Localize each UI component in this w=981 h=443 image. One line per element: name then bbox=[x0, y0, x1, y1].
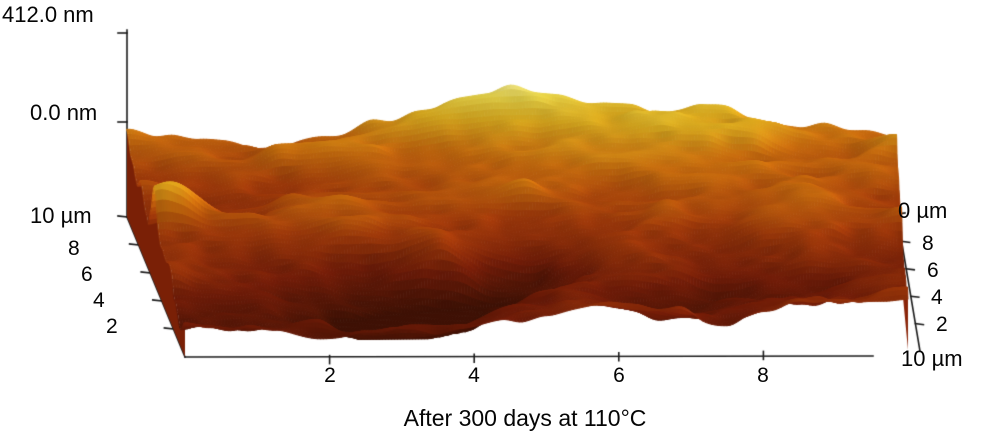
left-axis-tick-6: 6 bbox=[81, 263, 93, 286]
right-axis-top-label: 0 µm bbox=[898, 198, 948, 223]
right-axis-tick-2: 2 bbox=[936, 313, 948, 336]
left-axis-tick-4: 4 bbox=[93, 289, 105, 312]
left-axis-tick-2: 2 bbox=[106, 315, 118, 338]
left-axis-top-label: 10 µm bbox=[30, 203, 92, 228]
z-axis-max-label: 412.0 nm bbox=[2, 2, 94, 27]
bottom-axis-tick-2: 2 bbox=[324, 364, 336, 387]
bottom-axis-tick-6: 6 bbox=[613, 364, 625, 387]
right-axis-tick-4: 4 bbox=[931, 286, 943, 309]
z-axis-min-label: 0.0 nm bbox=[30, 100, 98, 125]
bottom-axis-tick-8: 8 bbox=[757, 364, 769, 387]
right-axis-tick-8: 8 bbox=[922, 232, 934, 255]
bottom-axis-tick-4: 4 bbox=[468, 364, 480, 387]
left-axis-tick-8: 8 bbox=[68, 237, 80, 260]
right-axis-bottom-label: 10 µm bbox=[901, 346, 963, 371]
figure-caption: After 300 days at 110°C bbox=[403, 405, 647, 431]
right-axis-tick-6: 6 bbox=[927, 259, 939, 282]
